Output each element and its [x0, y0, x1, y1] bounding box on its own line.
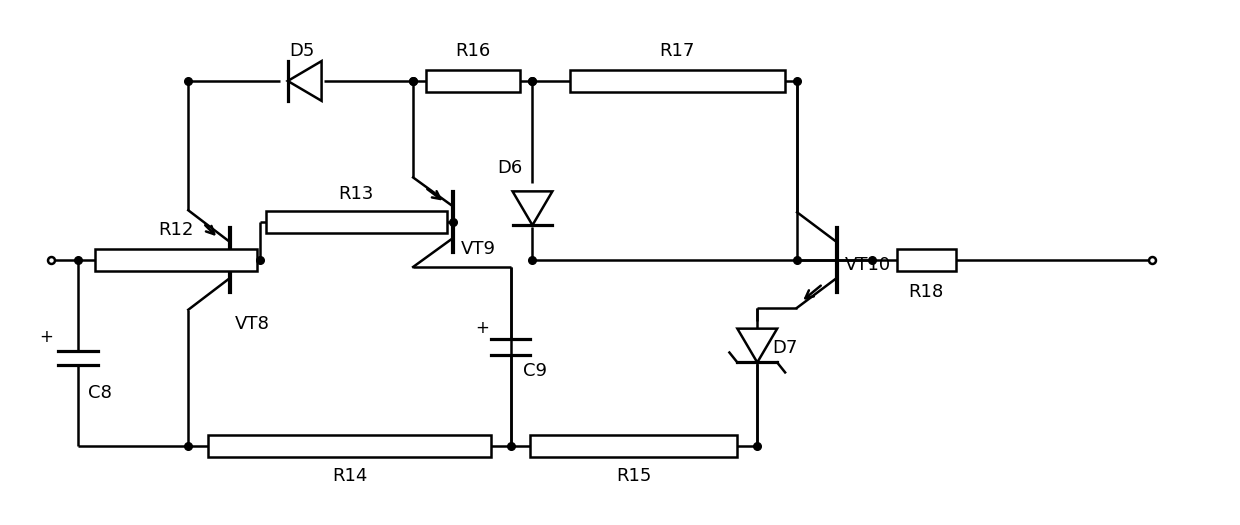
Text: +: + — [475, 319, 489, 337]
Bar — [208, 435, 491, 457]
Text: R15: R15 — [616, 467, 651, 485]
Text: +: + — [40, 328, 53, 346]
Text: R13: R13 — [339, 185, 374, 203]
Bar — [569, 70, 785, 92]
Text: VT10: VT10 — [844, 256, 890, 274]
Bar — [95, 249, 258, 271]
Text: R18: R18 — [909, 283, 944, 301]
Text: D7: D7 — [773, 339, 797, 356]
Text: C8: C8 — [88, 384, 112, 402]
Polygon shape — [288, 61, 321, 101]
Bar — [265, 211, 446, 233]
Text: R16: R16 — [455, 42, 490, 60]
Bar — [897, 249, 956, 271]
Polygon shape — [512, 192, 552, 225]
Text: R14: R14 — [332, 467, 367, 485]
Bar — [531, 435, 738, 457]
Bar — [425, 70, 520, 92]
Text: VT9: VT9 — [461, 240, 496, 258]
Text: VT8: VT8 — [236, 314, 270, 333]
Text: R12: R12 — [159, 221, 193, 239]
Text: D6: D6 — [497, 159, 522, 176]
Text: R17: R17 — [660, 42, 694, 60]
Text: D5: D5 — [289, 42, 315, 60]
Text: C9: C9 — [522, 362, 547, 381]
Polygon shape — [738, 329, 777, 362]
